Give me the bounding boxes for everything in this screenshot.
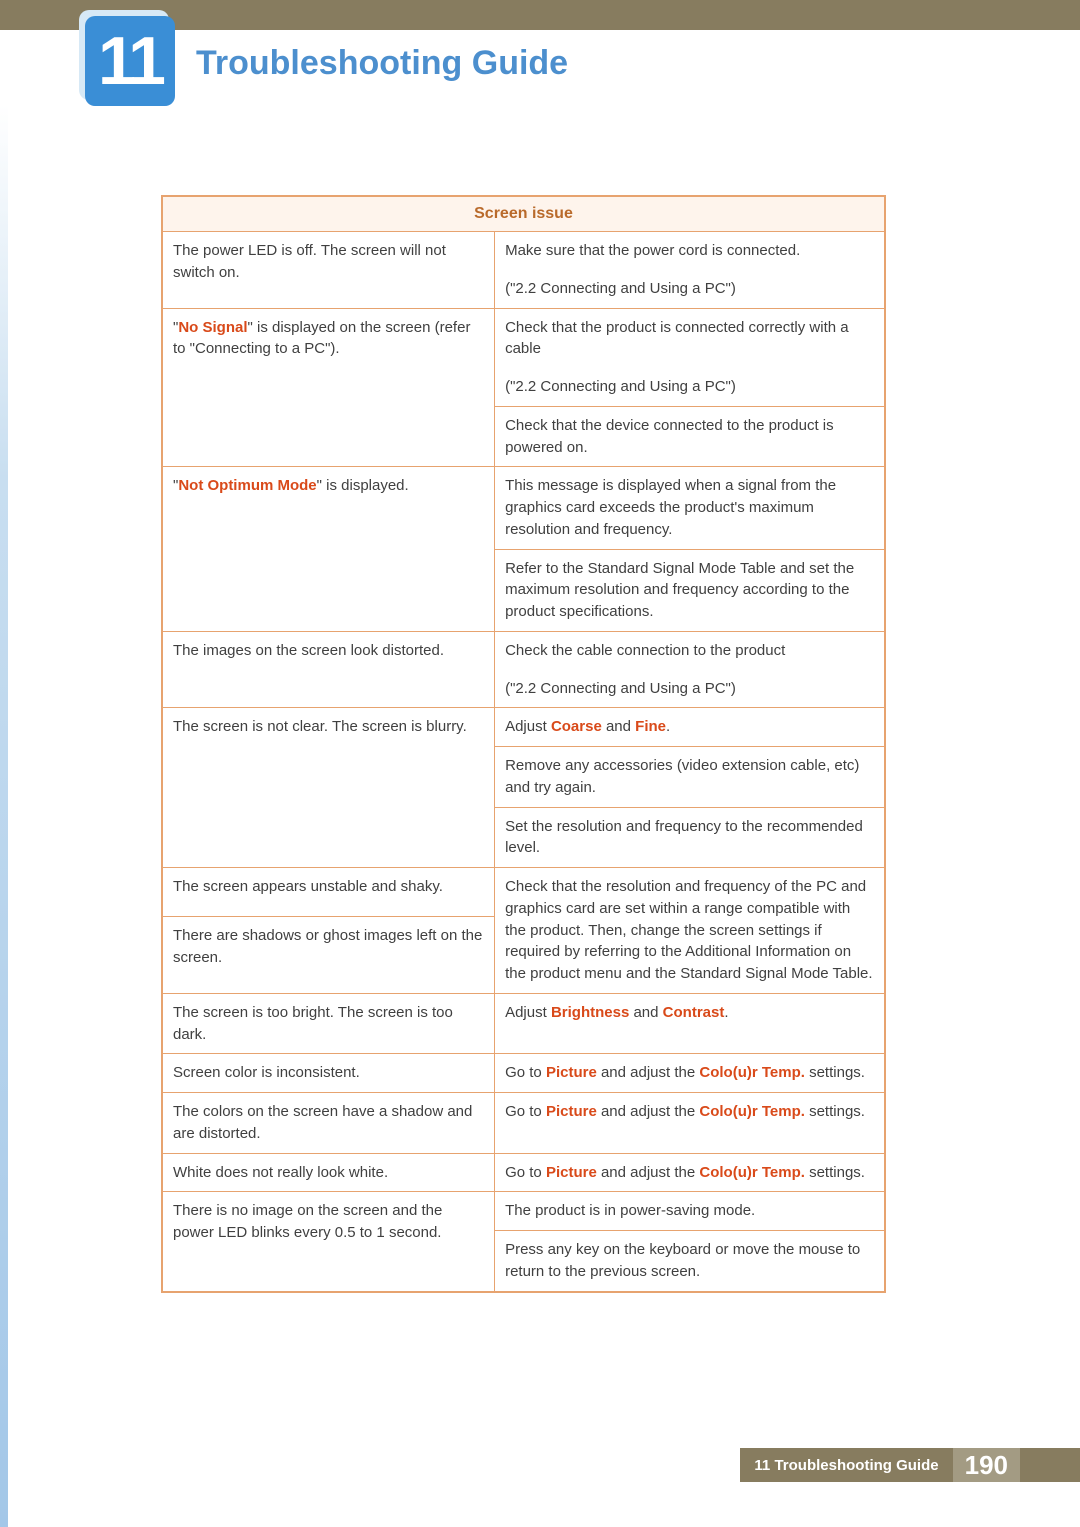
solution-cell: Refer to the Standard Signal Mode Table … — [495, 549, 885, 631]
issue-cell: The power LED is off. The screen will no… — [162, 232, 495, 309]
solution-cell: Go to Picture and adjust the Colo(u)r Te… — [495, 1054, 885, 1093]
solution-cell: Go to Picture and adjust the Colo(u)r Te… — [495, 1153, 885, 1192]
solution-cell: Adjust Brightness and Contrast. — [495, 993, 885, 1054]
issue-cell: "No Signal" is displayed on the screen (… — [162, 308, 495, 467]
solution-cell: Check that the device connected to the p… — [495, 406, 885, 467]
solution-cell: Go to Picture and adjust the Colo(u)r Te… — [495, 1093, 885, 1154]
issue-cell: White does not really look white. — [162, 1153, 495, 1192]
solution-cell: Make sure that the power cord is connect… — [495, 232, 885, 270]
solution-cell: This message is displayed when a signal … — [495, 467, 885, 549]
solution-cell: Check the cable connection to the produc… — [495, 631, 885, 669]
solution-cell: Press any key on the keyboard or move th… — [495, 1231, 885, 1292]
issue-cell: There are shadows or ghost images left o… — [162, 917, 495, 994]
issue-cell: Screen color is inconsistent. — [162, 1054, 495, 1093]
solution-cell: Check that the product is connected corr… — [495, 308, 885, 368]
issue-cell: There is no image on the screen and the … — [162, 1192, 495, 1292]
footer-page-number: 190 — [953, 1448, 1020, 1482]
issue-cell: The screen is too bright. The screen is … — [162, 993, 495, 1054]
footer-bar: 11 Troubleshooting Guide 190 — [740, 1448, 1080, 1482]
chapter-number-badge: 11 — [85, 16, 175, 106]
solution-cell: ("2.2 Connecting and Using a PC") — [495, 670, 885, 708]
issue-cell: The screen appears unstable and shaky. — [162, 868, 495, 917]
issue-cell: "Not Optimum Mode" is displayed. — [162, 467, 495, 632]
issue-cell: The colors on the screen have a shadow a… — [162, 1093, 495, 1154]
solution-cell: ("2.2 Connecting and Using a PC") — [495, 368, 885, 406]
troubleshooting-table: Screen issue The power LED is off. The s… — [161, 195, 886, 1293]
solution-cell: Set the resolution and frequency to the … — [495, 807, 885, 868]
solution-cell: ("2.2 Connecting and Using a PC") — [495, 270, 885, 308]
content-area: Screen issue The power LED is off. The s… — [161, 195, 886, 1293]
chapter-number: 11 — [98, 22, 162, 100]
solution-cell: The product is in power-saving mode. — [495, 1192, 885, 1231]
table-header: Screen issue — [162, 196, 885, 232]
solution-cell: Remove any accessories (video extension … — [495, 747, 885, 808]
left-stripe — [0, 30, 8, 1527]
issue-cell: The screen is not clear. The screen is b… — [162, 708, 495, 868]
footer-label: 11 Troubleshooting Guide — [740, 1448, 952, 1482]
footer-tail — [1020, 1448, 1080, 1482]
issue-cell: The images on the screen look distorted. — [162, 631, 495, 708]
solution-cell: Adjust Coarse and Fine. — [495, 708, 885, 747]
page-title: Troubleshooting Guide — [196, 44, 568, 83]
solution-cell: Check that the resolution and frequency … — [495, 868, 885, 994]
